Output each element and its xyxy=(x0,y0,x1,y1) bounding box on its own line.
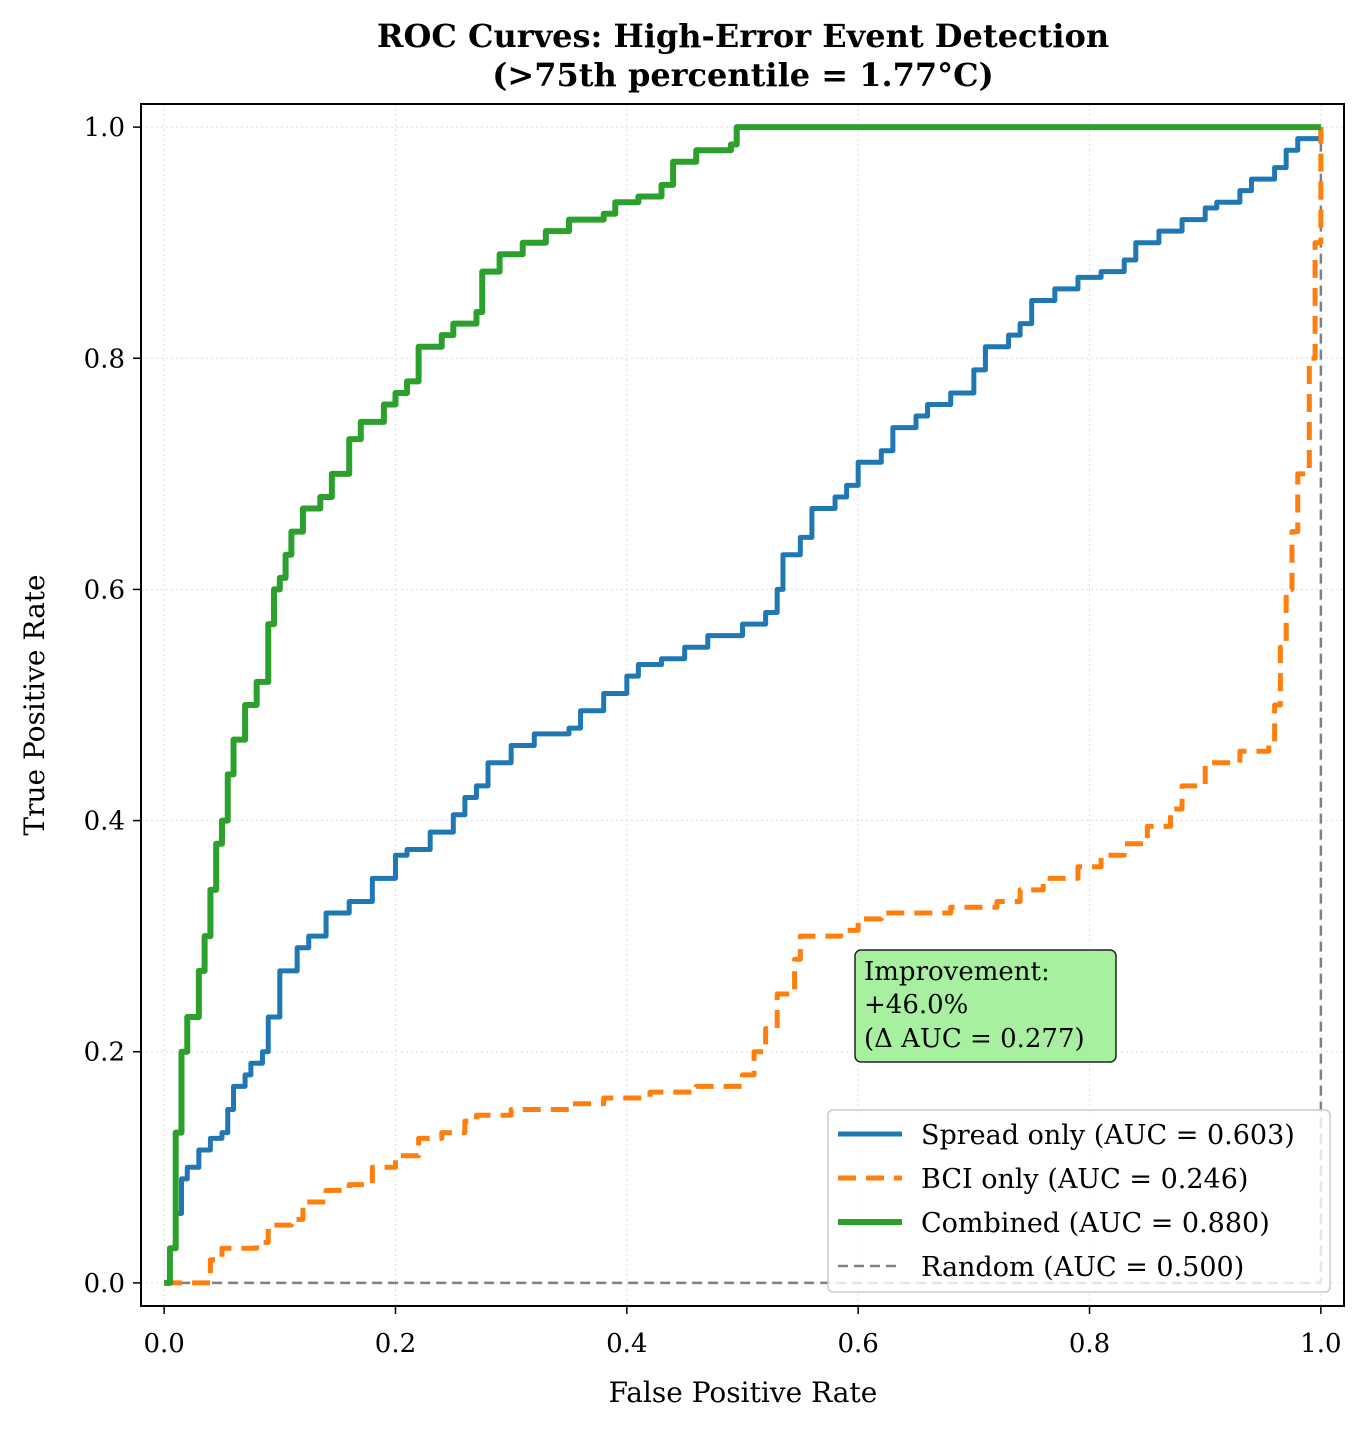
y-tick-label: 0.2 xyxy=(84,1038,125,1068)
y-tick-label: 0.0 xyxy=(84,1269,125,1299)
x-tick-label: 0.0 xyxy=(143,1329,184,1359)
x-tick-label: 1.0 xyxy=(1300,1329,1341,1359)
y-tick-label: 1.0 xyxy=(84,113,125,143)
x-axis-label: False Positive Rate xyxy=(609,1376,878,1409)
improvement-annotation: Improvement: +46.0% (Δ AUC = 0.277) xyxy=(854,949,1117,1063)
legend: Spread only (AUC = 0.603) BCI only (AUC =… xyxy=(827,1109,1331,1293)
legend-label-0: Spread only (AUC = 0.603) xyxy=(921,1120,1295,1151)
x-tick-label: 0.8 xyxy=(1069,1329,1110,1359)
legend-label-2: Combined (AUC = 0.880) xyxy=(921,1208,1270,1239)
annotation-box xyxy=(854,949,1117,1063)
legend-label-3: Random (AUC = 0.500) xyxy=(921,1252,1244,1283)
x-tick-label: 0.4 xyxy=(606,1329,647,1359)
y-tick-label: 0.6 xyxy=(84,575,125,605)
annotation-line-2: +46.0% xyxy=(864,990,968,1020)
legend-label-1: BCI only (AUC = 0.246) xyxy=(921,1164,1248,1195)
legend-box xyxy=(827,1109,1331,1293)
y-axis-label: True Positive Rate xyxy=(18,574,51,835)
annotation-line-1: Improvement: xyxy=(864,957,1050,987)
plot-area-frame xyxy=(140,103,1345,1307)
chart-title-line-1: ROC Curves: High-Error Event Detection xyxy=(377,17,1109,55)
y-tick-label: 0.8 xyxy=(84,344,125,374)
ticks: 0.0 0.2 0.4 0.6 0.8 1.0 0.0 0.2 0.4 0.6 0.8 1.0 xyxy=(84,113,1342,1359)
x-tick-label: 0.2 xyxy=(375,1329,416,1359)
annotation-line-3: (Δ AUC = 0.277) xyxy=(864,1024,1085,1054)
series-line-1 xyxy=(164,127,1324,1286)
x-tick-label: 0.6 xyxy=(837,1329,878,1359)
series-line-0 xyxy=(164,127,1324,1286)
chart-title-line-2: (>75th percentile = 1.77°C) xyxy=(492,56,993,94)
y-tick-label: 0.4 xyxy=(84,807,125,837)
series-line-2 xyxy=(164,124,1321,1286)
